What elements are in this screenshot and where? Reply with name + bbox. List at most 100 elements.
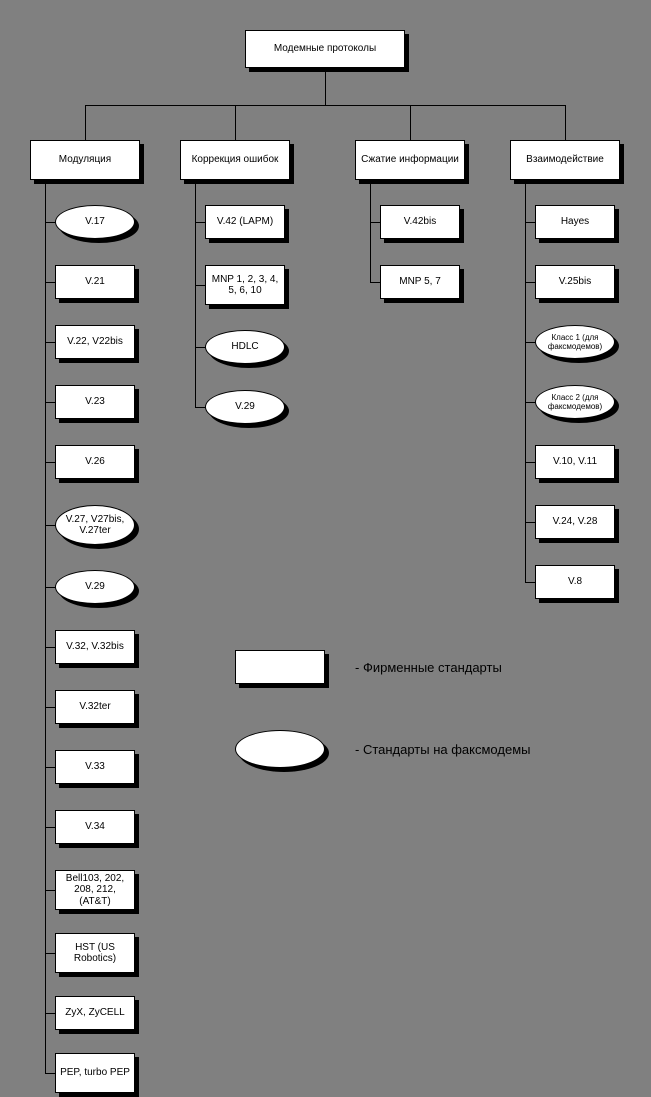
root-box-label: Модемные протоколы [274,43,376,55]
item-1-0-label: V.42 (LAPM) [217,216,273,228]
item-3-2: Класс 1 (для факсмодемов) [535,325,615,359]
item-0-13-label: ZyX, ZyCELL [65,1007,124,1019]
item-0-3: V.23 [55,385,135,419]
connector-h [45,525,55,526]
item-3-5-label: V.24, V.28 [553,516,598,528]
connector-h [45,953,55,954]
connector-h [45,1073,55,1074]
item-0-5: V.27, V27bis, V.27ter [55,505,135,545]
item-3-3-label: Класс 2 (для факсмодемов) [540,393,610,411]
item-0-9-label: V.33 [85,761,105,773]
item-0-14: PEP, turbo PEP [55,1053,135,1093]
item-0-14-label: PEP, turbo PEP [60,1067,130,1079]
item-3-5: V.24, V.28 [535,505,615,539]
connector-h [370,222,380,223]
item-2-1: MNP 5, 7 [380,265,460,299]
connector-h [45,767,55,768]
item-0-8-label: V.32ter [79,701,110,713]
legend-ellipse [235,730,325,768]
legend-rect [235,650,325,684]
item-2-1-label: MNP 5, 7 [399,276,441,288]
connector-v [235,105,236,140]
connector-h [525,282,535,283]
connector-h [45,402,55,403]
item-0-1-label: V.21 [85,276,105,288]
item-3-6: V.8 [535,565,615,599]
item-0-13: ZyX, ZyCELL [55,996,135,1030]
connector-h [370,282,380,283]
item-3-1: V.25bis [535,265,615,299]
connector-v [410,105,411,140]
item-0-2-label: V.22, V22bis [67,336,123,348]
connector-h [45,342,55,343]
item-1-1-label: MNP 1, 2, 3, 4, 5, 6, 10 [210,274,280,297]
item-0-3-label: V.23 [85,396,105,408]
branch-header-1: Коррекция ошибок [180,140,290,180]
connector-h [195,347,205,348]
item-3-0-label: Hayes [561,216,589,228]
item-1-0: V.42 (LAPM) [205,205,285,239]
item-0-8: V.32ter [55,690,135,724]
connector-h [45,890,55,891]
connector-h [45,827,55,828]
item-3-4: V.10, V.11 [535,445,615,479]
item-0-11-label: Bell103, 202, 208, 212, (AT&T) [60,873,130,908]
item-3-1-label: V.25bis [559,276,591,288]
item-2-0: V.42bis [380,205,460,239]
item-0-11: Bell103, 202, 208, 212, (AT&T) [55,870,135,910]
connector-h [525,582,535,583]
connector-h [45,707,55,708]
connector-v [325,68,326,105]
connector-h [45,647,55,648]
item-3-3: Класс 2 (для факсмодемов) [535,385,615,419]
item-3-6-label: V.8 [568,576,582,588]
item-0-2: V.22, V22bis [55,325,135,359]
branch-header-0-label: Модуляция [59,154,111,166]
item-0-9: V.33 [55,750,135,784]
item-0-4-label: V.26 [85,456,105,468]
connector-h [85,105,565,106]
item-1-3-label: V.29 [235,401,255,413]
legend-ellipse-label: - Стандарты на факсмодемы [355,742,530,757]
item-2-0-label: V.42bis [404,216,436,228]
connector-h [45,222,55,223]
connector-h [525,522,535,523]
item-0-4: V.26 [55,445,135,479]
connector-h [525,222,535,223]
item-1-3: V.29 [205,390,285,424]
connector-v [85,105,86,140]
connector-h [45,282,55,283]
item-3-4-label: V.10, V.11 [553,456,597,468]
item-3-0: Hayes [535,205,615,239]
connector-h [525,402,535,403]
item-0-7-label: V.32, V.32bis [66,641,124,653]
connector-h [525,462,535,463]
item-3-2-label: Класс 1 (для факсмодемов) [540,333,610,351]
connector-h [45,587,55,588]
item-0-10: V.34 [55,810,135,844]
item-0-0-label: V.17 [85,216,105,228]
connector-h [45,1013,55,1014]
connector-v [195,180,196,407]
item-0-10-label: V.34 [85,821,105,833]
item-0-5-label: V.27, V27bis, V.27ter [60,514,130,537]
legend-rect-label: - Фирменные стандарты [355,660,502,675]
branch-header-0: Модуляция [30,140,140,180]
connector-h [525,342,535,343]
item-0-6: V.29 [55,570,135,604]
connector-h [195,285,205,286]
item-0-7: V.32, V.32bis [55,630,135,664]
connector-v [370,180,371,282]
item-1-2: HDLC [205,330,285,364]
diagram-stage: Модемные протоколы Модуляция V.17 V.21 V.22,… [0,0,651,1081]
branch-header-2-label: Сжатие информации [361,154,459,166]
item-0-6-label: V.29 [85,581,105,593]
connector-h [45,462,55,463]
connector-h [195,222,205,223]
item-0-0: V.17 [55,205,135,239]
item-1-1: MNP 1, 2, 3, 4, 5, 6, 10 [205,265,285,305]
connector-v [565,105,566,140]
branch-header-1-label: Коррекция ошибок [192,154,279,166]
branch-header-3-label: Взаимодействие [526,154,604,166]
connector-v [45,180,46,1073]
